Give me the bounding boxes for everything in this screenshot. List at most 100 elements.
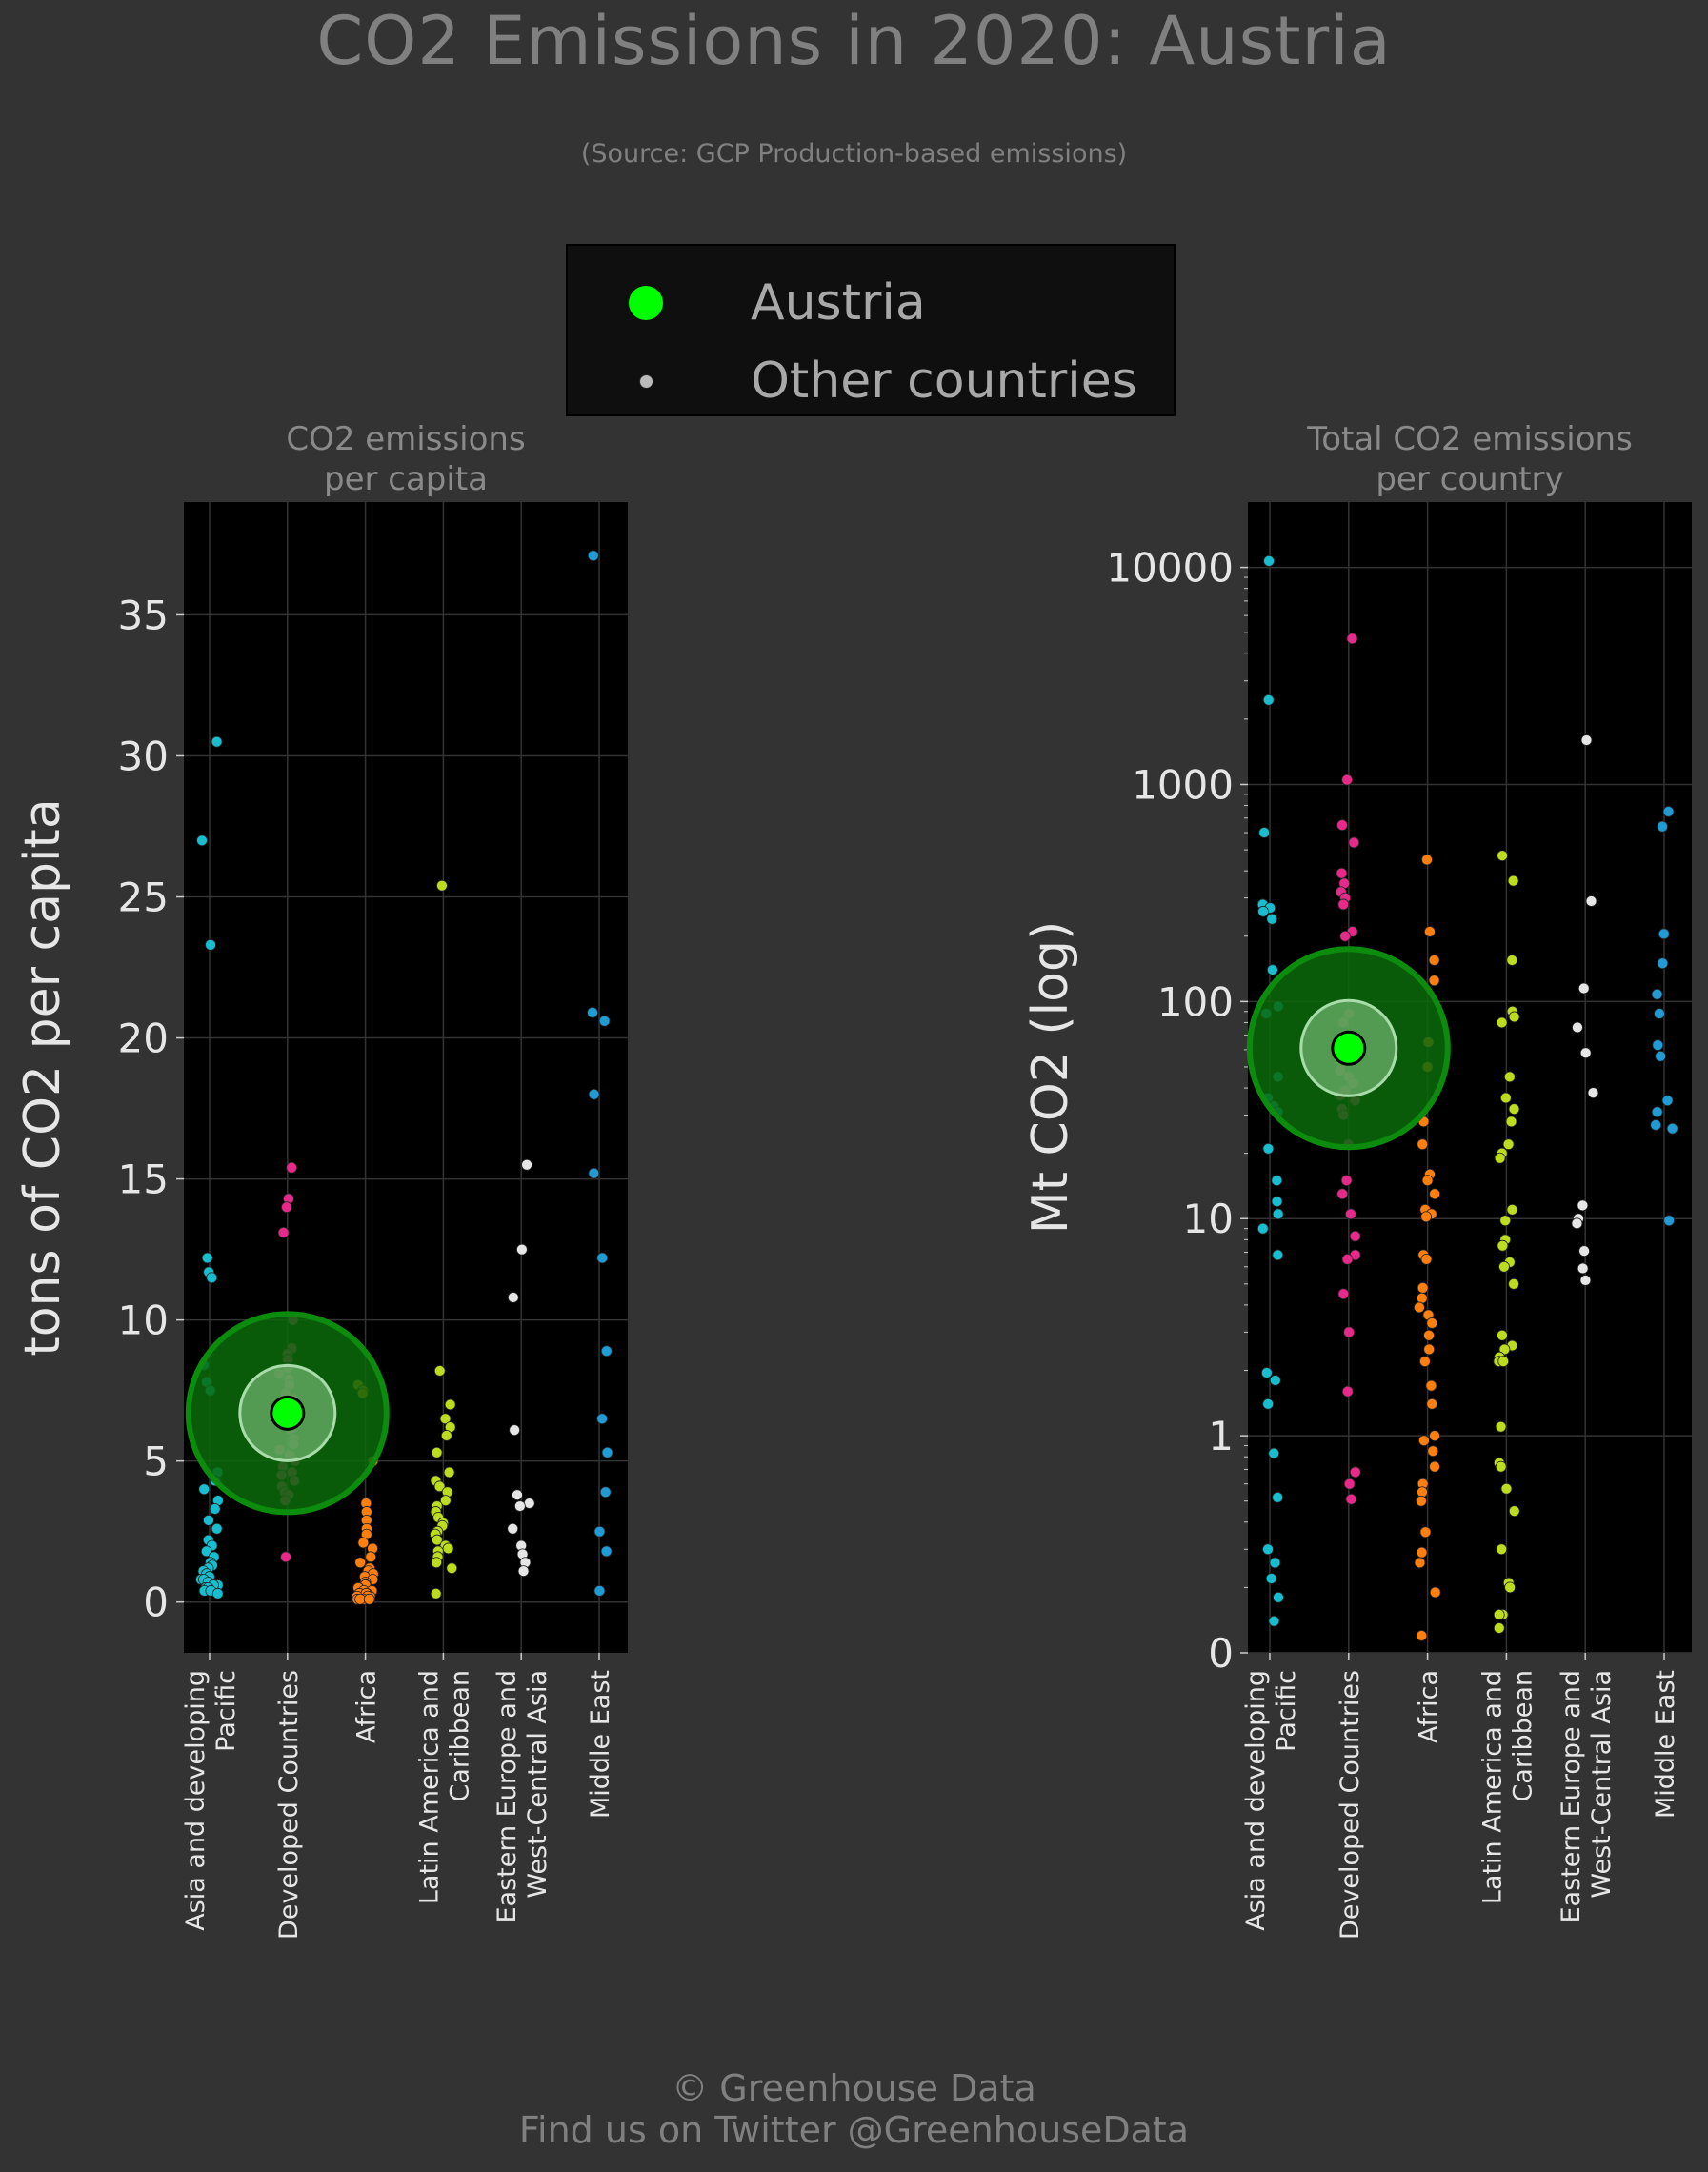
data-point [205,938,216,951]
data-point [209,1503,221,1515]
data-point [1503,1071,1516,1083]
data-point [514,1500,526,1512]
data-point [1498,1343,1511,1356]
data-point [1587,1087,1599,1099]
data-point [587,1007,598,1018]
data-point [1417,1281,1429,1294]
data-point [1580,734,1593,746]
data-point [1508,1103,1520,1116]
data-point [431,1557,443,1569]
x-tick-label: Latin America and [1477,1670,1507,1904]
data-point [1663,1215,1675,1227]
data-point [1650,1119,1662,1131]
data-point [1497,1356,1510,1367]
data-point [1429,1460,1440,1473]
data-point [1266,964,1278,975]
data-point [599,1486,612,1498]
data-point [1499,1215,1512,1227]
data-point [1256,1222,1269,1235]
y-tick-label: 5 [143,1438,169,1485]
data-point [600,1345,613,1358]
data-point [1346,633,1358,645]
austria-marker-icon [629,286,663,320]
data-point [1652,1039,1664,1051]
data-point [1421,854,1433,866]
data-point [444,1398,456,1411]
y-tick-label: 1000 [1132,761,1234,808]
data-point [1496,1016,1508,1029]
highlight-point-austria [1331,1030,1367,1066]
data-point [593,1584,606,1597]
data-point [1337,1288,1350,1300]
x-tick-label: Africa [352,1670,382,1743]
data-point [1495,1420,1507,1433]
data-point [1258,827,1271,838]
data-point [1420,1253,1433,1265]
data-point [1572,1021,1583,1034]
y-tick-label: 10000 [1106,545,1234,592]
other-countries-marker-icon [639,374,653,389]
data-point [1500,1482,1513,1495]
data-point [1429,1430,1440,1442]
data-point [596,1413,608,1425]
data-point [1506,955,1518,966]
data-point [1341,774,1354,786]
data-point [588,1088,600,1100]
data-point [442,1542,454,1555]
data-point [1260,1367,1273,1378]
data-point [1425,1379,1437,1392]
data-point [1272,1249,1284,1261]
data-point [596,1252,609,1264]
data-point [1341,1253,1354,1265]
data-point [1507,875,1519,887]
x-tick-label: Caribbean [1508,1670,1537,1802]
data-point [1343,1326,1356,1338]
data-point [354,1557,367,1569]
data-point [1415,1495,1427,1507]
data-point [1506,1203,1518,1216]
data-point [1502,1138,1515,1151]
data-point [1658,928,1670,940]
data-point [1429,1586,1441,1599]
data-point [588,1167,600,1179]
data-point [1505,1116,1517,1128]
y-tick-label: 30 [118,733,169,779]
data-point [1337,898,1350,911]
data-point [507,1292,519,1303]
data-point [1657,957,1669,970]
data-point [1414,1557,1426,1569]
data-point [1497,850,1509,862]
x-tick-label: Middle East [1651,1670,1680,1819]
legend-item-austria: Austria [568,274,1174,332]
x-tick-label: Developed Countries [274,1670,304,1940]
data-point [431,1534,443,1546]
y-tick-label: 10 [1183,1196,1234,1242]
y-tick-label: 0 [143,1579,169,1626]
x-tick-label: West-Central Asia [1587,1670,1617,1899]
data-point [1273,1591,1284,1603]
x-tick-label: Africa [1415,1670,1444,1743]
data-point [600,1545,613,1558]
data-point [1498,1260,1510,1273]
data-point [211,1587,224,1599]
data-point [1420,1211,1433,1223]
x-tick-label: West-Central Asia [523,1670,553,1899]
data-point [1661,1095,1674,1107]
data-point [1417,1138,1429,1151]
x-tick-label: Pacific [211,1670,241,1752]
highlight-point-austria [270,1395,306,1431]
data-point [1423,1329,1435,1341]
data-point [1495,1460,1507,1473]
x-tick-label: Caribbean [445,1670,474,1802]
data-point [1269,1557,1281,1569]
panel-title-per-capita-line2: per capita [323,460,488,498]
data-point [1494,1152,1506,1164]
data-point [1416,1546,1428,1559]
data-point [1585,895,1597,907]
data-point [1271,1196,1283,1208]
data-point [1426,1317,1438,1329]
data-point [1577,1262,1589,1275]
data-point [439,1413,452,1425]
data-point [433,1480,446,1493]
